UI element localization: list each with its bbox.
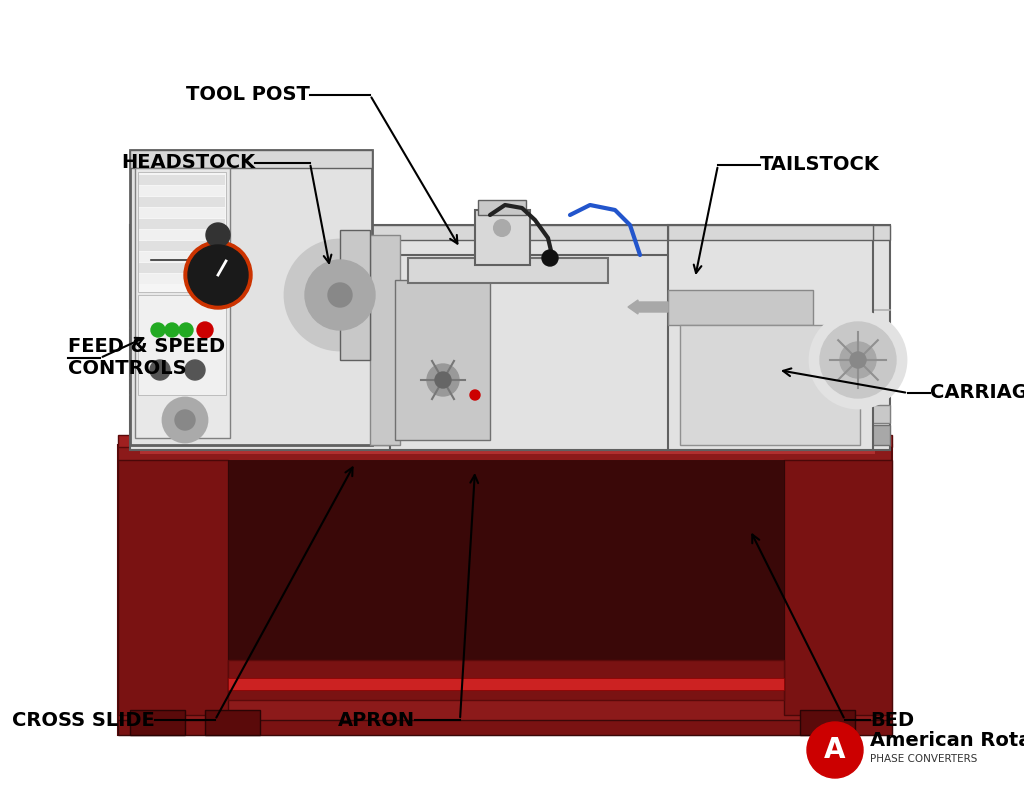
Bar: [139, 175, 225, 185]
Bar: [139, 263, 225, 273]
Bar: [475, 210, 530, 265]
Circle shape: [427, 364, 459, 396]
Text: BED: BED: [870, 710, 914, 730]
Bar: [130, 405, 890, 423]
Circle shape: [184, 241, 252, 309]
Bar: [668, 290, 813, 325]
Bar: [395, 280, 490, 440]
Bar: [139, 274, 225, 284]
Circle shape: [542, 250, 558, 266]
Bar: [139, 197, 225, 207]
Bar: [139, 230, 225, 240]
Circle shape: [188, 245, 248, 305]
Circle shape: [206, 223, 230, 247]
Circle shape: [850, 352, 866, 368]
Bar: [118, 720, 892, 735]
Bar: [130, 150, 372, 445]
Circle shape: [807, 722, 863, 778]
Circle shape: [435, 372, 451, 388]
Text: American Rotary: American Rotary: [870, 731, 1024, 750]
Bar: [390, 255, 675, 450]
Bar: [130, 425, 890, 445]
Text: PHASE CONVERTERS: PHASE CONVERTERS: [870, 754, 977, 764]
Circle shape: [408, 345, 478, 415]
Bar: [130, 150, 372, 168]
Bar: [340, 230, 370, 360]
Text: CROSS SLIDE: CROSS SLIDE: [12, 710, 155, 730]
Circle shape: [197, 322, 213, 338]
Bar: [138, 172, 226, 292]
Bar: [139, 208, 225, 218]
Circle shape: [150, 360, 170, 380]
Bar: [668, 225, 873, 450]
FancyArrow shape: [628, 300, 668, 314]
Bar: [139, 252, 225, 262]
Bar: [140, 448, 874, 454]
Bar: [205, 710, 260, 735]
Bar: [784, 460, 892, 715]
Bar: [118, 460, 228, 715]
Bar: [130, 710, 185, 735]
Text: TAILSTOCK: TAILSTOCK: [760, 155, 880, 174]
Bar: [135, 168, 230, 438]
Bar: [228, 678, 784, 690]
Circle shape: [163, 398, 207, 442]
Text: FEED & SPEED
CONTROLS: FEED & SPEED CONTROLS: [68, 338, 225, 378]
Circle shape: [185, 360, 205, 380]
Bar: [478, 200, 526, 215]
Circle shape: [179, 323, 193, 337]
Bar: [228, 660, 784, 700]
Bar: [668, 225, 873, 240]
Text: HEADSTOCK: HEADSTOCK: [121, 154, 255, 173]
Text: APRON: APRON: [338, 710, 415, 730]
Bar: [130, 225, 890, 450]
Bar: [680, 325, 860, 445]
Text: TOOL POST: TOOL POST: [186, 86, 310, 105]
Circle shape: [494, 220, 510, 236]
Circle shape: [840, 342, 876, 378]
Bar: [139, 219, 225, 229]
Circle shape: [305, 260, 375, 330]
Bar: [139, 241, 225, 251]
Bar: [138, 295, 226, 395]
Bar: [118, 435, 892, 447]
Bar: [118, 445, 892, 735]
Bar: [800, 710, 855, 735]
Circle shape: [470, 390, 480, 400]
Circle shape: [165, 323, 179, 337]
Circle shape: [820, 322, 896, 398]
Bar: [228, 460, 784, 695]
Text: A: A: [824, 736, 846, 764]
Circle shape: [151, 323, 165, 337]
Circle shape: [328, 283, 352, 307]
Bar: [139, 186, 225, 196]
Text: CARRIAGE: CARRIAGE: [930, 383, 1024, 402]
Bar: [130, 225, 890, 240]
Circle shape: [810, 312, 906, 408]
Bar: [408, 258, 608, 283]
Circle shape: [285, 240, 395, 350]
Circle shape: [175, 410, 195, 430]
Bar: [370, 235, 400, 445]
